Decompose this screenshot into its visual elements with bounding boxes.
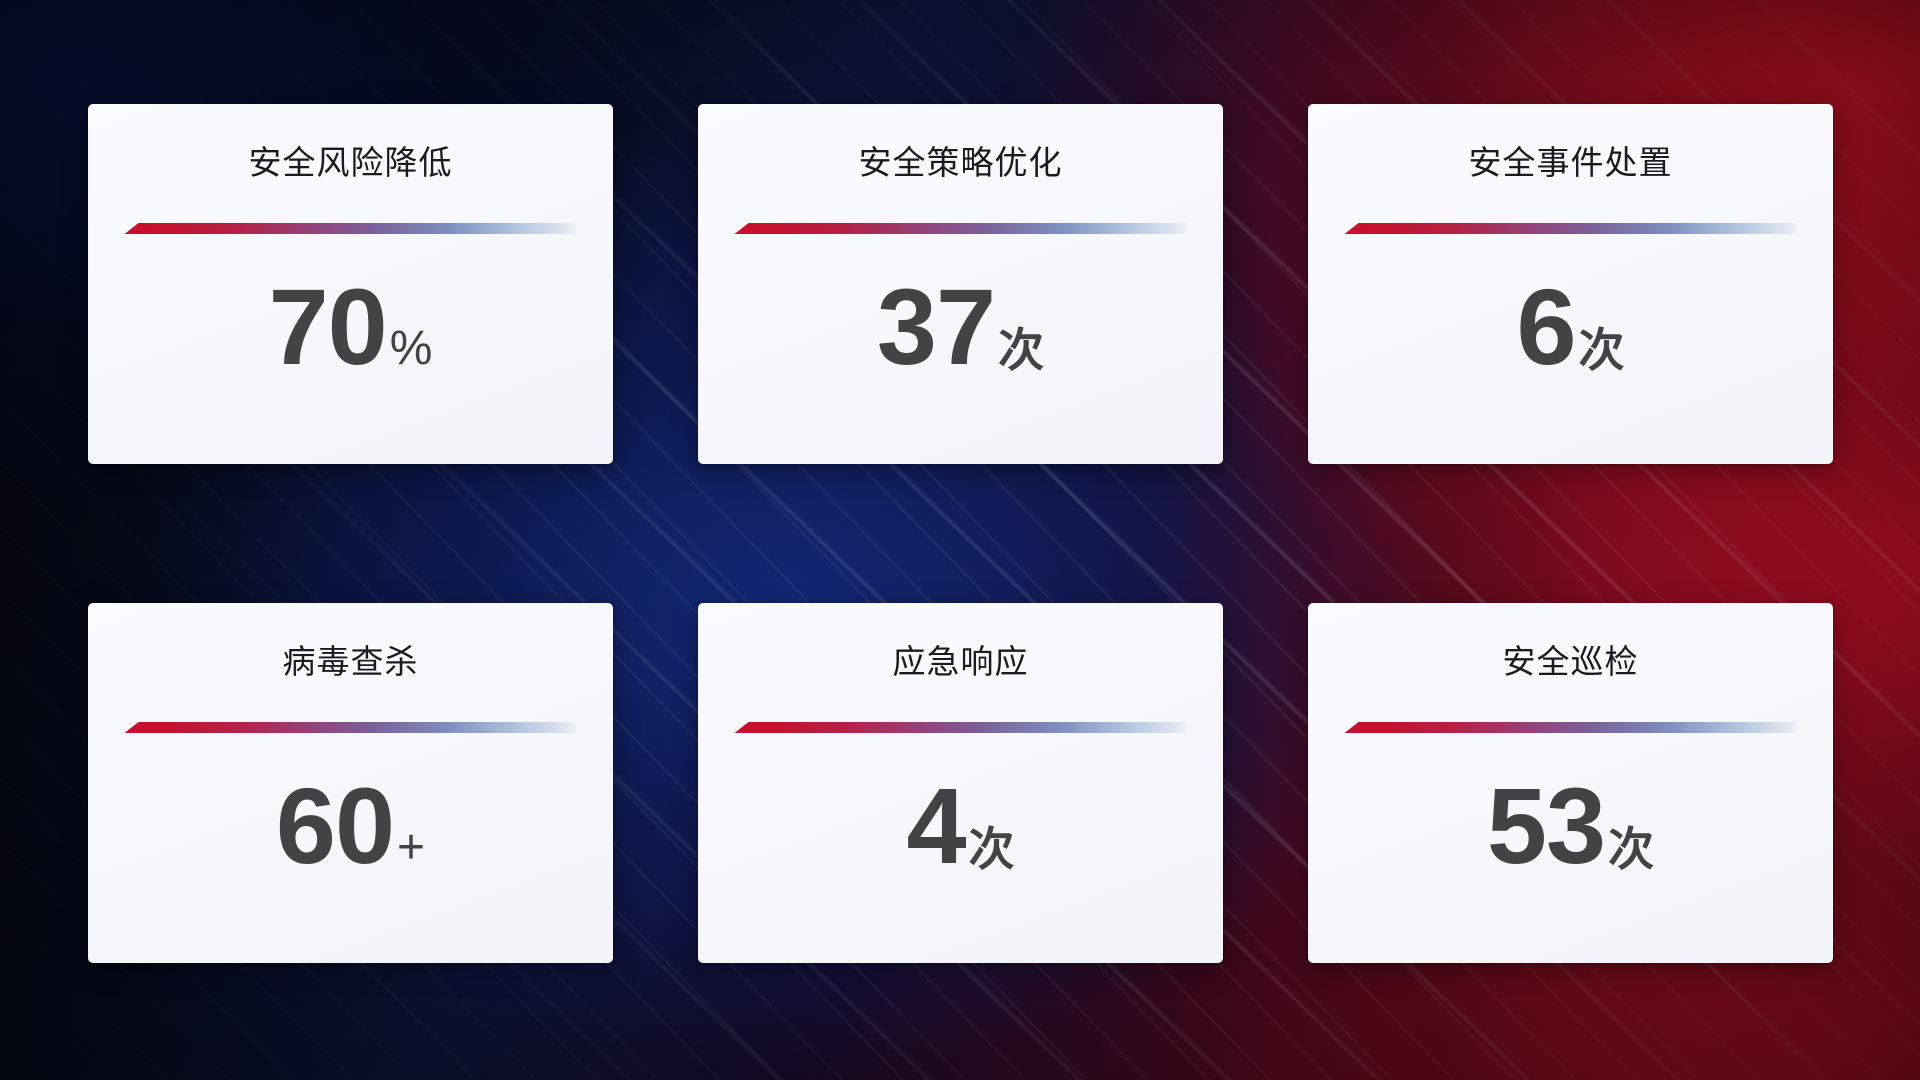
card-title: 应急响应 xyxy=(892,643,1029,680)
metric-card-security-risk-reduction[interactable]: 安全风险降低 70 % xyxy=(88,104,613,464)
card-divider xyxy=(1344,223,1797,235)
card-value: 37 次 xyxy=(877,273,1044,381)
metric-card-grid: 安全风险降低 70 % 安全策略优化 37 次 安全事件处置 xyxy=(88,104,1833,963)
card-value-suffix: + xyxy=(397,821,426,874)
card-title: 安全事件处置 xyxy=(1468,144,1673,181)
card-value: 6 次 xyxy=(1516,273,1624,381)
card-divider xyxy=(124,722,577,734)
card-value-number: 4 xyxy=(906,765,966,886)
card-value-suffix: 次 xyxy=(998,324,1045,376)
card-value: 60 + xyxy=(276,772,425,880)
card-value-number: 37 xyxy=(876,266,996,387)
card-title: 安全巡检 xyxy=(1502,643,1639,680)
divider-gradient-bar xyxy=(124,223,577,234)
metric-card-security-incident-handling[interactable]: 安全事件处置 6 次 xyxy=(1308,104,1833,464)
divider-gradient-bar xyxy=(734,223,1187,234)
card-value-suffix: 次 xyxy=(1608,823,1655,875)
card-title: 病毒查杀 xyxy=(282,643,419,680)
metric-card-virus-removal[interactable]: 病毒查杀 60 + xyxy=(88,603,613,963)
card-value-number: 6 xyxy=(1516,266,1576,387)
card-value: 70 % xyxy=(269,273,433,381)
divider-gradient-bar xyxy=(734,722,1187,733)
card-divider xyxy=(124,223,577,235)
metric-card-security-policy-optimization[interactable]: 安全策略优化 37 次 xyxy=(698,104,1223,464)
card-value-suffix: % xyxy=(389,322,433,375)
metric-card-security-inspection[interactable]: 安全巡检 53 次 xyxy=(1308,603,1833,963)
card-value: 4 次 xyxy=(906,772,1014,880)
card-value-number: 70 xyxy=(268,266,388,387)
card-value-suffix: 次 xyxy=(1578,324,1625,376)
metric-card-emergency-response[interactable]: 应急响应 4 次 xyxy=(698,603,1223,963)
card-divider xyxy=(734,722,1187,734)
card-divider xyxy=(1344,722,1797,734)
card-value-suffix: 次 xyxy=(968,823,1015,875)
card-value-number: 53 xyxy=(1486,765,1606,886)
divider-gradient-bar xyxy=(124,722,577,733)
card-value: 53 次 xyxy=(1487,772,1654,880)
divider-gradient-bar xyxy=(1344,223,1797,234)
card-value-number: 60 xyxy=(275,765,395,886)
divider-gradient-bar xyxy=(1344,722,1797,733)
card-divider xyxy=(734,223,1187,235)
card-title: 安全策略优化 xyxy=(858,144,1063,181)
card-title: 安全风险降低 xyxy=(248,144,453,181)
